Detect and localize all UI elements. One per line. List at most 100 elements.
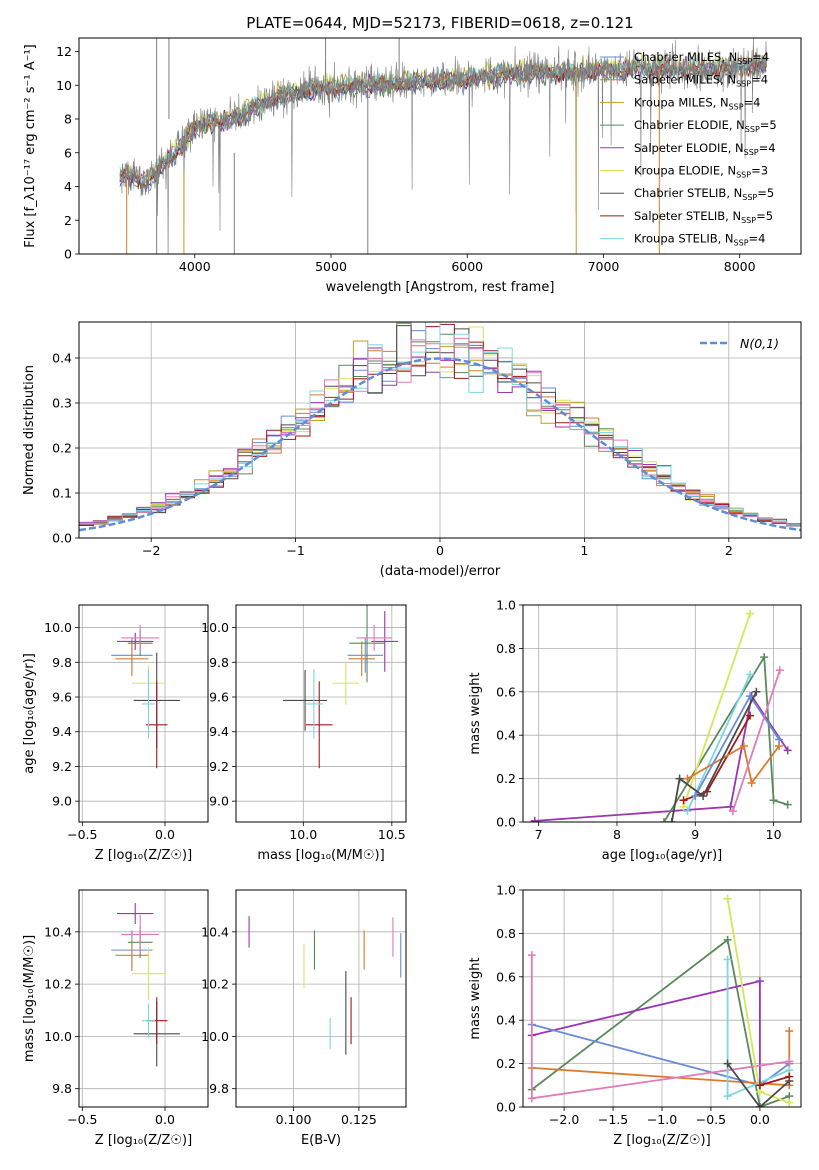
mass-weight-marker <box>746 692 755 701</box>
errorbar-point <box>347 637 383 673</box>
legend-entry: Salpeter ELODIE, NSSP=4 <box>634 141 776 157</box>
y-axis-label: mass [log₁₀(M/M☉)] <box>22 935 37 1062</box>
y-tick-label: 8 <box>64 112 72 127</box>
x-tick-label: 0.100 <box>276 1112 312 1127</box>
mass-weight-line <box>686 674 751 812</box>
mass-weight-marker <box>746 711 755 720</box>
mass-weight-marker <box>775 735 784 744</box>
y-tick-label: 9.8 <box>209 655 229 670</box>
y-tick-label: 9.2 <box>52 759 72 774</box>
mass-weight-marker <box>769 796 778 805</box>
axes-frame <box>235 604 407 823</box>
y-tick-label: 9.2 <box>209 759 229 774</box>
mass-weight-marker <box>679 796 688 805</box>
mass-weight-marker <box>659 818 668 822</box>
y-tick-label: 10.2 <box>201 977 229 992</box>
errorbar-point <box>305 681 333 769</box>
x-tick-label: 0.0 <box>155 827 175 842</box>
plot-area <box>530 609 792 822</box>
y-tick-label: 0.6 <box>496 684 516 699</box>
mass-weight-marker <box>752 687 761 696</box>
mass-weight-line <box>531 938 790 1107</box>
model-spectrum-line <box>119 55 767 187</box>
y-tick-label: 0.3 <box>52 396 72 411</box>
x-axis-label: Z [log₁₀(Z/Z☉)] <box>95 1133 192 1148</box>
x-axis-label: Z [log₁₀(Z/Z☉)] <box>95 848 192 863</box>
mass-weight-marker <box>530 816 539 822</box>
x-tick-label: 10.0 <box>289 827 317 842</box>
x-tick-label: 0 <box>436 543 444 558</box>
y-tick-label: 10.0 <box>44 1029 72 1044</box>
x-tick-label: −0.5 <box>67 827 97 842</box>
y-tick-label: 10.4 <box>201 924 229 939</box>
mass-weight-line <box>682 613 751 808</box>
axes-frame <box>522 889 802 1108</box>
residuals-panel: −2 −1 0 1 2 0.0 0.1 0.2 0.3 0.4 (data-model)/error… <box>22 321 802 579</box>
errorbar-point <box>145 681 168 769</box>
axes-frame <box>235 889 407 1108</box>
mass-weight-marker <box>755 1103 764 1107</box>
mass-weight-line <box>726 1063 790 1107</box>
x-tick-label: −0.5 <box>696 1112 726 1127</box>
figure-title: PLATE=0644, MJD=52173, FIBERID=0618, z=0… <box>246 14 633 32</box>
mass-weight-line <box>687 744 780 786</box>
x-tick-label: 9 <box>691 827 699 842</box>
mass-weight-marker <box>683 774 692 783</box>
plot-area <box>282 605 399 769</box>
mass-weight-line <box>759 1075 790 1087</box>
mass-weight-line <box>534 693 789 822</box>
mass-weight-marker <box>783 800 792 809</box>
x-axis-label: mass [log₁₀(M/M☉)] <box>257 848 384 863</box>
axes-frame <box>78 889 209 1108</box>
spectrum-panel: 4000 5000 6000 7000 8000 0 2 4 6 8 10 12 wavelength … <box>23 37 802 295</box>
errorbar-point <box>141 669 156 739</box>
errorbar-point <box>115 939 149 972</box>
mass-weight-marker <box>775 666 784 675</box>
mass-weight-marker <box>760 653 769 662</box>
y-tick-label: 9.4 <box>52 724 72 739</box>
errorbar-point <box>131 947 165 1000</box>
errorbar-point <box>117 903 154 924</box>
y-tick-label: 9.4 <box>209 724 229 739</box>
mass-weight-marker <box>755 1081 764 1090</box>
mass-weight-marker <box>785 1057 794 1066</box>
mass-weight-line <box>670 691 758 822</box>
mass-weight-marker <box>699 791 708 800</box>
y-tick-label: 1.0 <box>496 883 516 898</box>
age-vs-mass-panel: 10.0 10.5 9.0 9.2 9.4 9.6 9.8 10.0 mass [log₁₀(M… <box>201 604 407 863</box>
y-tick-label: 9.6 <box>209 690 229 705</box>
mass-weight-marker <box>726 802 735 811</box>
y-tick-label: 12 <box>56 44 72 59</box>
y-tick-label: 0.2 <box>52 441 72 456</box>
x-tick-label: 10.5 <box>378 827 406 842</box>
legend-entry: Kroupa ELODIE, NSSP=3 <box>634 164 768 180</box>
plot-area <box>79 322 801 532</box>
errorbar-point <box>371 611 399 672</box>
y-axis-label: mass weight <box>468 957 483 1039</box>
x-tick-label: −0.5 <box>67 1112 97 1127</box>
legend-entry: Salpeter STELIB, NSSP=5 <box>634 209 773 225</box>
y-axis-label: Flux [f_λ10⁻¹⁷ erg cm⁻² s⁻¹ A⁻¹] <box>23 44 38 248</box>
legend-entry: N(0,1) <box>740 336 779 351</box>
residual-histogram <box>79 326 801 526</box>
y-tick-label: 0.8 <box>496 641 516 656</box>
mass-weight-marker <box>527 1094 536 1103</box>
legend-entry: Chabrier ELODIE, NSSP=5 <box>634 118 777 134</box>
mass-weight-marker <box>746 609 755 618</box>
gridlines <box>523 604 801 823</box>
x-axis-label: wavelength [Angstrom, rest frame] <box>326 280 555 295</box>
y-tick-label: 9.0 <box>209 794 229 809</box>
x-tick-label: 7000 <box>588 259 620 274</box>
errorbar-point <box>305 669 323 739</box>
errorbar-point <box>141 1003 156 1038</box>
massweight-vs-age-panel: 7 8 9 10 0.0 0.2 0.4 0.6 0.8 1.0 age [log₁₀(age/yr… <box>468 598 802 863</box>
errorbar-point <box>356 624 392 652</box>
plot-area <box>527 894 794 1107</box>
x-tick-label: 2 <box>725 543 733 558</box>
mass-weight-marker <box>728 807 737 816</box>
x-tick-label: −1.0 <box>647 1112 677 1127</box>
mass-weight-line <box>663 654 788 822</box>
y-tick-label: 10 <box>56 78 72 93</box>
errorbar-point <box>115 641 149 677</box>
